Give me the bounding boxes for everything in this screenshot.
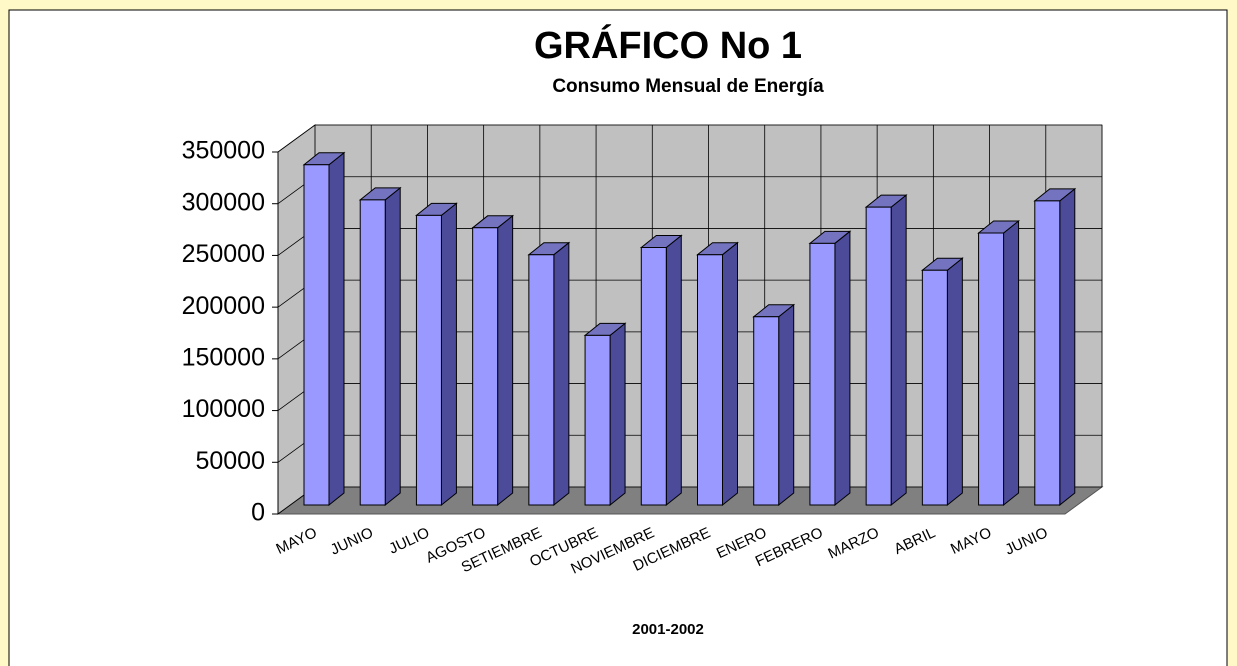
- bar-side: [553, 241, 570, 507]
- y-tick-label: 0: [251, 499, 265, 527]
- bar-front: [528, 254, 555, 506]
- bar-side: [722, 241, 738, 507]
- bar-side: [384, 186, 401, 507]
- y-tick-label: 100000: [182, 395, 265, 423]
- bar-side: [609, 322, 626, 507]
- bar: [864, 194, 908, 507]
- bar-front: [809, 242, 836, 506]
- bar-side: [497, 214, 514, 507]
- bar-side: [1003, 219, 1020, 507]
- bar-front: [415, 214, 442, 506]
- y-tick-label: 150000: [182, 343, 265, 371]
- chart-title: GRÁFICO No 1: [534, 23, 802, 67]
- bar: [358, 186, 402, 507]
- bar-front: [472, 227, 499, 506]
- y-tick-label: 350000: [182, 137, 265, 165]
- bar: [471, 214, 515, 507]
- bar: [808, 230, 852, 507]
- bar-side: [946, 257, 963, 507]
- bar-side: [834, 230, 851, 507]
- bar-front: [1034, 200, 1061, 506]
- bar-side: [1059, 187, 1076, 507]
- bar: [639, 234, 683, 507]
- y-tick-label: 50000: [195, 447, 265, 475]
- bar: [920, 257, 964, 507]
- bar-front: [584, 334, 611, 506]
- bar: [752, 303, 796, 507]
- x-axis-label: 2001-2002: [632, 621, 704, 638]
- bar: [527, 241, 571, 507]
- bar-side: [665, 234, 682, 507]
- chart-subtitle: Consumo Mensual de Energía: [552, 76, 824, 97]
- bar: [977, 219, 1020, 507]
- bar-front: [921, 269, 948, 506]
- bar: [415, 202, 458, 507]
- bar-side: [890, 194, 907, 507]
- bar: [583, 322, 627, 507]
- y-tick-label: 250000: [182, 240, 265, 268]
- y-tick-label: 200000: [182, 292, 265, 320]
- bar-side: [778, 303, 795, 507]
- bar-front: [978, 232, 1005, 506]
- bar-front: [359, 199, 386, 506]
- side-grid-line: [277, 124, 316, 153]
- bar-front: [697, 254, 723, 506]
- bar: [696, 241, 739, 507]
- bar-front: [865, 206, 892, 506]
- bar-front: [753, 316, 780, 506]
- bar-front: [303, 164, 330, 506]
- y-tick-label: 300000: [182, 188, 265, 216]
- bar: [302, 151, 346, 507]
- bar-front: [640, 246, 667, 506]
- bar-side: [328, 151, 345, 507]
- bar-side: [440, 202, 457, 507]
- bar: [1033, 187, 1077, 507]
